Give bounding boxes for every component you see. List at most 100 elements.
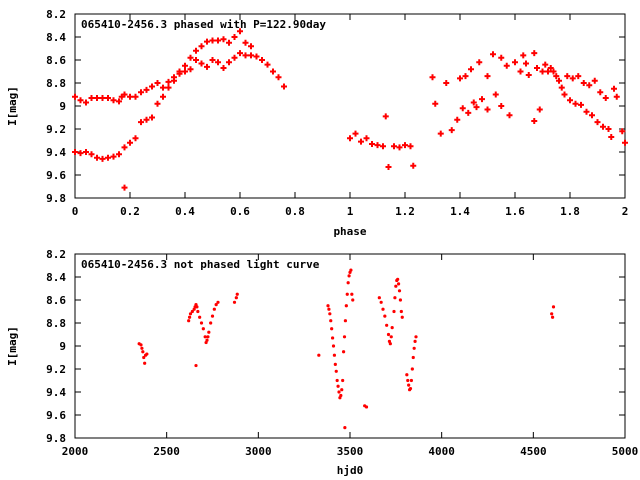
data-point	[432, 100, 439, 107]
data-point	[193, 57, 199, 63]
data-point	[72, 149, 78, 155]
data-point	[517, 68, 524, 75]
data-point	[386, 332, 391, 337]
data-point	[132, 93, 139, 100]
y-tick-label: 8.4	[46, 271, 66, 284]
data-point	[216, 300, 220, 304]
data-point	[396, 282, 401, 286]
data-point	[569, 75, 576, 82]
x-tick-label: 3500	[337, 445, 364, 458]
y-tick-label: 8.2	[46, 248, 66, 261]
data-point	[578, 101, 584, 108]
data-point	[346, 281, 350, 285]
x-axis-ticks: 2000 2500 3000 3500 4000 4500 5000	[62, 254, 638, 458]
data-point	[492, 91, 499, 98]
data-point	[210, 314, 215, 318]
data-point	[591, 77, 598, 84]
data-point	[196, 309, 200, 314]
data-point	[235, 292, 239, 296]
data-point	[331, 344, 336, 348]
data-point	[337, 390, 341, 394]
data-point	[231, 34, 238, 40]
data-point	[381, 307, 385, 311]
data-point	[195, 305, 199, 309]
data-point	[340, 388, 344, 392]
data-point	[330, 336, 335, 340]
data-point	[396, 144, 403, 151]
data-point	[476, 59, 483, 66]
data-point	[326, 304, 330, 308]
data-point	[523, 60, 529, 67]
data-point	[332, 353, 337, 357]
data-point	[400, 315, 404, 319]
data-point	[345, 292, 349, 296]
data-point	[187, 54, 194, 61]
data-point	[397, 289, 402, 293]
y-tick-label: 9	[59, 340, 66, 353]
data-point	[412, 346, 416, 350]
data-point	[479, 96, 485, 103]
data-point	[561, 91, 568, 98]
x-tick-label: 2500	[153, 445, 180, 458]
data-point	[138, 119, 144, 126]
data-point	[110, 97, 117, 104]
data-point	[94, 94, 100, 101]
y-tick-label: 9.2	[46, 123, 66, 136]
data-point	[553, 73, 560, 80]
data-point	[214, 303, 218, 307]
data-point	[154, 80, 161, 86]
plot-frame	[74, 253, 626, 439]
data-point	[190, 309, 194, 314]
data-points	[137, 268, 556, 430]
data-point	[206, 335, 210, 339]
data-point	[389, 335, 393, 339]
data-point	[209, 57, 216, 63]
data-point	[121, 184, 128, 191]
y-axis-label: I[mag]	[6, 86, 19, 126]
data-point	[336, 384, 340, 388]
data-point	[334, 369, 338, 373]
data-point	[410, 367, 414, 371]
data-point	[143, 361, 147, 365]
data-points	[72, 28, 628, 191]
data-point	[388, 342, 392, 346]
data-point	[220, 36, 227, 43]
data-point	[394, 284, 398, 288]
data-point	[498, 54, 505, 61]
x-tick-label: 2	[622, 205, 629, 218]
data-point	[160, 84, 166, 91]
data-point	[347, 135, 353, 142]
data-point	[242, 52, 249, 59]
data-point	[484, 106, 491, 113]
data-point	[448, 127, 455, 134]
data-point	[212, 307, 216, 311]
data-point	[220, 65, 227, 72]
data-point	[399, 309, 403, 314]
data-point	[391, 143, 397, 150]
data-point	[611, 85, 617, 92]
x-tick-label: 2000	[62, 445, 89, 458]
data-point	[503, 62, 510, 69]
y-tick-label: 8.4	[46, 31, 66, 44]
data-point	[198, 315, 202, 319]
data-point	[382, 113, 389, 120]
data-point	[343, 319, 348, 323]
x-tick-label: 1.2	[395, 205, 415, 218]
data-point	[198, 43, 205, 50]
data-point	[339, 393, 343, 398]
data-point	[209, 321, 213, 325]
x-tick-label: 0.6	[230, 205, 250, 218]
y-tick-label: 8.6	[46, 54, 66, 67]
data-point	[187, 66, 194, 73]
data-point	[171, 77, 177, 84]
data-point	[330, 327, 334, 331]
data-point	[622, 139, 628, 146]
data-point	[171, 74, 177, 81]
phased-light-curve-panel: 065410-2456.3 phased with P=122.90day 8.…	[6, 8, 628, 238]
data-point	[165, 84, 172, 91]
data-point	[407, 143, 414, 150]
data-point	[231, 54, 238, 61]
x-tick-label: 0	[72, 205, 79, 218]
data-point	[329, 319, 333, 323]
data-point	[602, 94, 609, 101]
